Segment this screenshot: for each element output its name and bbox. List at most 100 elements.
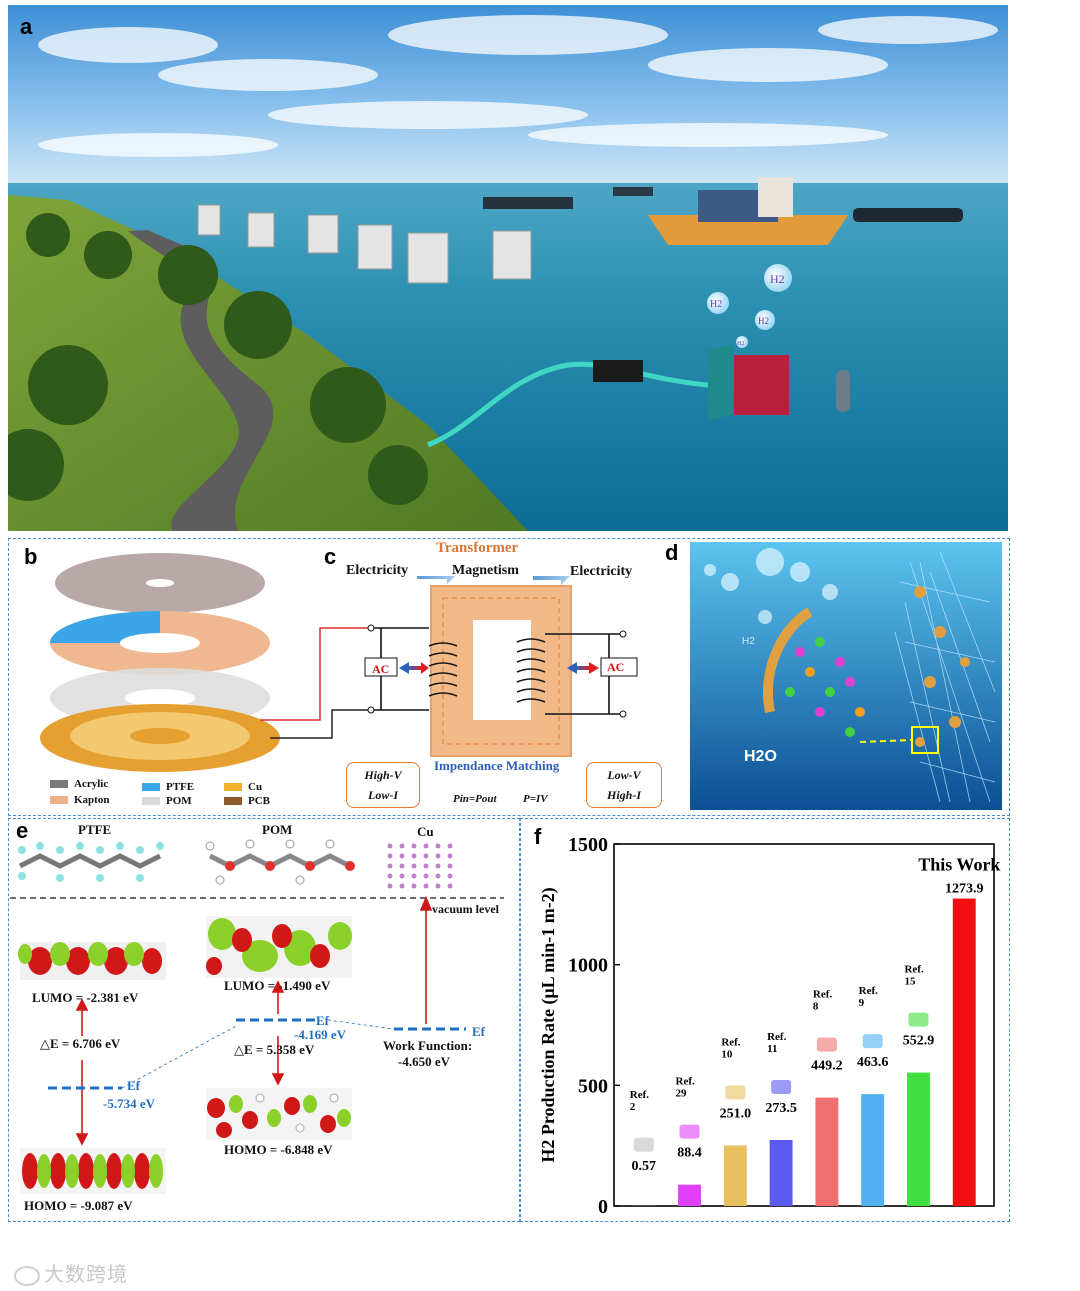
panel-b-wires bbox=[260, 627, 372, 739]
ref-device-icon bbox=[725, 1085, 746, 1100]
cu-work-function-label: Work Function: bbox=[383, 1038, 473, 1053]
pom-ef-symbol: Ef bbox=[316, 1013, 329, 1028]
ref-label: Ref. bbox=[813, 989, 832, 1001]
molecule-label-ptfe: PTFE bbox=[78, 822, 112, 837]
watermark: 大数跨境 bbox=[14, 1258, 128, 1287]
ref-device-icon bbox=[862, 1034, 883, 1049]
ref-label: Ref. bbox=[676, 1076, 695, 1088]
y-tick-label: 0 bbox=[598, 1196, 608, 1216]
flow-magnetism: Magnetism bbox=[452, 563, 519, 578]
ptfe-ef-symbol: Ef bbox=[127, 1078, 140, 1093]
value-label-4: 273.5 bbox=[765, 1101, 797, 1116]
ref-label: 9 bbox=[859, 997, 865, 1009]
impedance-matching-label: Impendance Matching bbox=[434, 758, 560, 773]
bar-3 bbox=[723, 1145, 747, 1206]
ref-device-icon bbox=[771, 1079, 792, 1094]
pin-pout-eq: Pin=Pout bbox=[453, 793, 497, 805]
h2-bubble-2: H2 bbox=[710, 299, 722, 310]
ref-label: Ref. bbox=[904, 964, 923, 976]
panel-e-frame bbox=[8, 818, 520, 1222]
h2-bubble-1: H2 bbox=[770, 272, 785, 286]
bar-4 bbox=[769, 1139, 793, 1206]
y-tick-label: 500 bbox=[578, 1075, 608, 1097]
h2-bubble-3: H2 bbox=[758, 316, 769, 326]
panel-label-c: c bbox=[324, 544, 337, 569]
ptfe-gap-label: △E = 6.706 eV bbox=[40, 1036, 121, 1051]
h2o-label: H2O bbox=[744, 748, 777, 765]
y-tick-label: 1000 bbox=[568, 955, 608, 977]
y-tick-label: 1500 bbox=[568, 834, 608, 856]
panel-label-a: a bbox=[20, 14, 33, 39]
h2-production-chart: 0 500 1000 1500 0.57 88.4 251.0 273.5 449.2 463.… bbox=[538, 834, 1000, 1216]
value-label-3: 251.0 bbox=[720, 1106, 752, 1121]
transformer-diagram bbox=[364, 576, 638, 757]
flow-electricity-in: Electricity bbox=[346, 563, 409, 578]
value-label-1: 0.57 bbox=[632, 1159, 657, 1174]
ac-right-label: AC bbox=[607, 660, 625, 674]
ref-label: Ref. bbox=[767, 1031, 786, 1043]
panel-a: H2 H2 H2 H2 bbox=[8, 5, 1008, 531]
pom-ef-value: -4.169 eV bbox=[294, 1027, 346, 1042]
watermark-logo-icon bbox=[14, 1265, 40, 1286]
cu-ef-symbol: Ef bbox=[472, 1024, 485, 1039]
cu-work-function-value: -4.650 eV bbox=[398, 1054, 450, 1069]
panel-e-diagram bbox=[10, 839, 504, 1194]
bar-5 bbox=[815, 1097, 839, 1206]
low-v-high-i-box: Low-V High-I bbox=[586, 762, 662, 808]
pom-gap-label: △E = 5.358 eV bbox=[234, 1042, 315, 1057]
ref-label: Ref. bbox=[721, 1036, 740, 1048]
h2-label-d: H2 bbox=[742, 636, 755, 647]
legend-swatch-acrylic bbox=[50, 780, 68, 788]
legend-swatch-ptfe bbox=[142, 783, 160, 791]
ref-label: 29 bbox=[676, 1088, 688, 1100]
ref-device-icon bbox=[816, 1037, 837, 1052]
bar-2 bbox=[678, 1184, 701, 1206]
ptfe-ef-value: -5.734 eV bbox=[103, 1096, 155, 1111]
legend-swatch-pcb bbox=[224, 797, 242, 805]
ref-device-icon bbox=[908, 1012, 929, 1027]
legend-label-acrylic: Acrylic bbox=[74, 778, 109, 790]
ref-label: 15 bbox=[904, 976, 916, 988]
bar-6 bbox=[861, 1094, 885, 1206]
h2-bubble-4: H2 bbox=[737, 341, 744, 347]
ref-label: 8 bbox=[813, 1001, 819, 1013]
molecule-label-cu: Cu bbox=[417, 824, 434, 839]
legend-swatch-cu bbox=[224, 783, 242, 791]
low-v-label: Low-V bbox=[607, 768, 641, 782]
high-i-label: High-I bbox=[606, 788, 641, 802]
panel-label-f: f bbox=[534, 824, 542, 849]
bar-8 bbox=[952, 898, 976, 1206]
ref-label: 2 bbox=[630, 1101, 636, 1113]
panel-label-b: b bbox=[24, 544, 38, 569]
value-label-5: 449.2 bbox=[811, 1059, 843, 1074]
legend-label-pom: POM bbox=[166, 795, 192, 807]
panel-label-e: e bbox=[16, 818, 29, 843]
plot-frame bbox=[613, 843, 995, 1207]
y-axis-label: H2 Production Rate (μL min-1 m-2) bbox=[538, 887, 559, 1162]
ref-device-icon bbox=[679, 1124, 700, 1139]
panel-bcd-frame bbox=[8, 538, 1010, 816]
value-label-6: 463.6 bbox=[857, 1055, 889, 1070]
panel-b-legend: Acrylic PTFE Cu Kapton POM PCB bbox=[50, 778, 290, 812]
ptfe-lumo-label: LUMO = -2.381 eV bbox=[32, 990, 139, 1005]
low-i-label: Low-I bbox=[368, 788, 398, 802]
ref-device-icon bbox=[633, 1137, 654, 1152]
legend-swatch-pom bbox=[142, 797, 160, 805]
panel-d-render bbox=[690, 542, 1002, 810]
value-label-8: 1273.9 bbox=[945, 882, 984, 897]
panel-a-scene: H2 H2 H2 H2 bbox=[8, 5, 1008, 531]
pom-lumo-label: LUMO = -1.490 eV bbox=[224, 978, 331, 993]
watermark-text: 大数跨境 bbox=[44, 1262, 128, 1286]
flow-electricity-out: Electricity bbox=[570, 564, 633, 579]
ref-label: 11 bbox=[767, 1043, 777, 1055]
chart-annotation-this-work: This Work bbox=[918, 855, 1000, 875]
vacuum-level-label: vacuum level bbox=[432, 902, 499, 916]
legend-swatch-kapton bbox=[50, 796, 68, 804]
molecule-label-pom: POM bbox=[262, 822, 293, 837]
ptfe-homo-label: HOMO = -9.087 eV bbox=[24, 1198, 133, 1213]
high-v-label: High-V bbox=[364, 768, 402, 782]
legend-label-cu: Cu bbox=[248, 781, 263, 793]
panel-f-frame bbox=[520, 818, 1010, 1222]
high-v-low-i-box: High-V Low-I bbox=[346, 762, 420, 808]
value-label-7: 552.9 bbox=[903, 1034, 935, 1049]
